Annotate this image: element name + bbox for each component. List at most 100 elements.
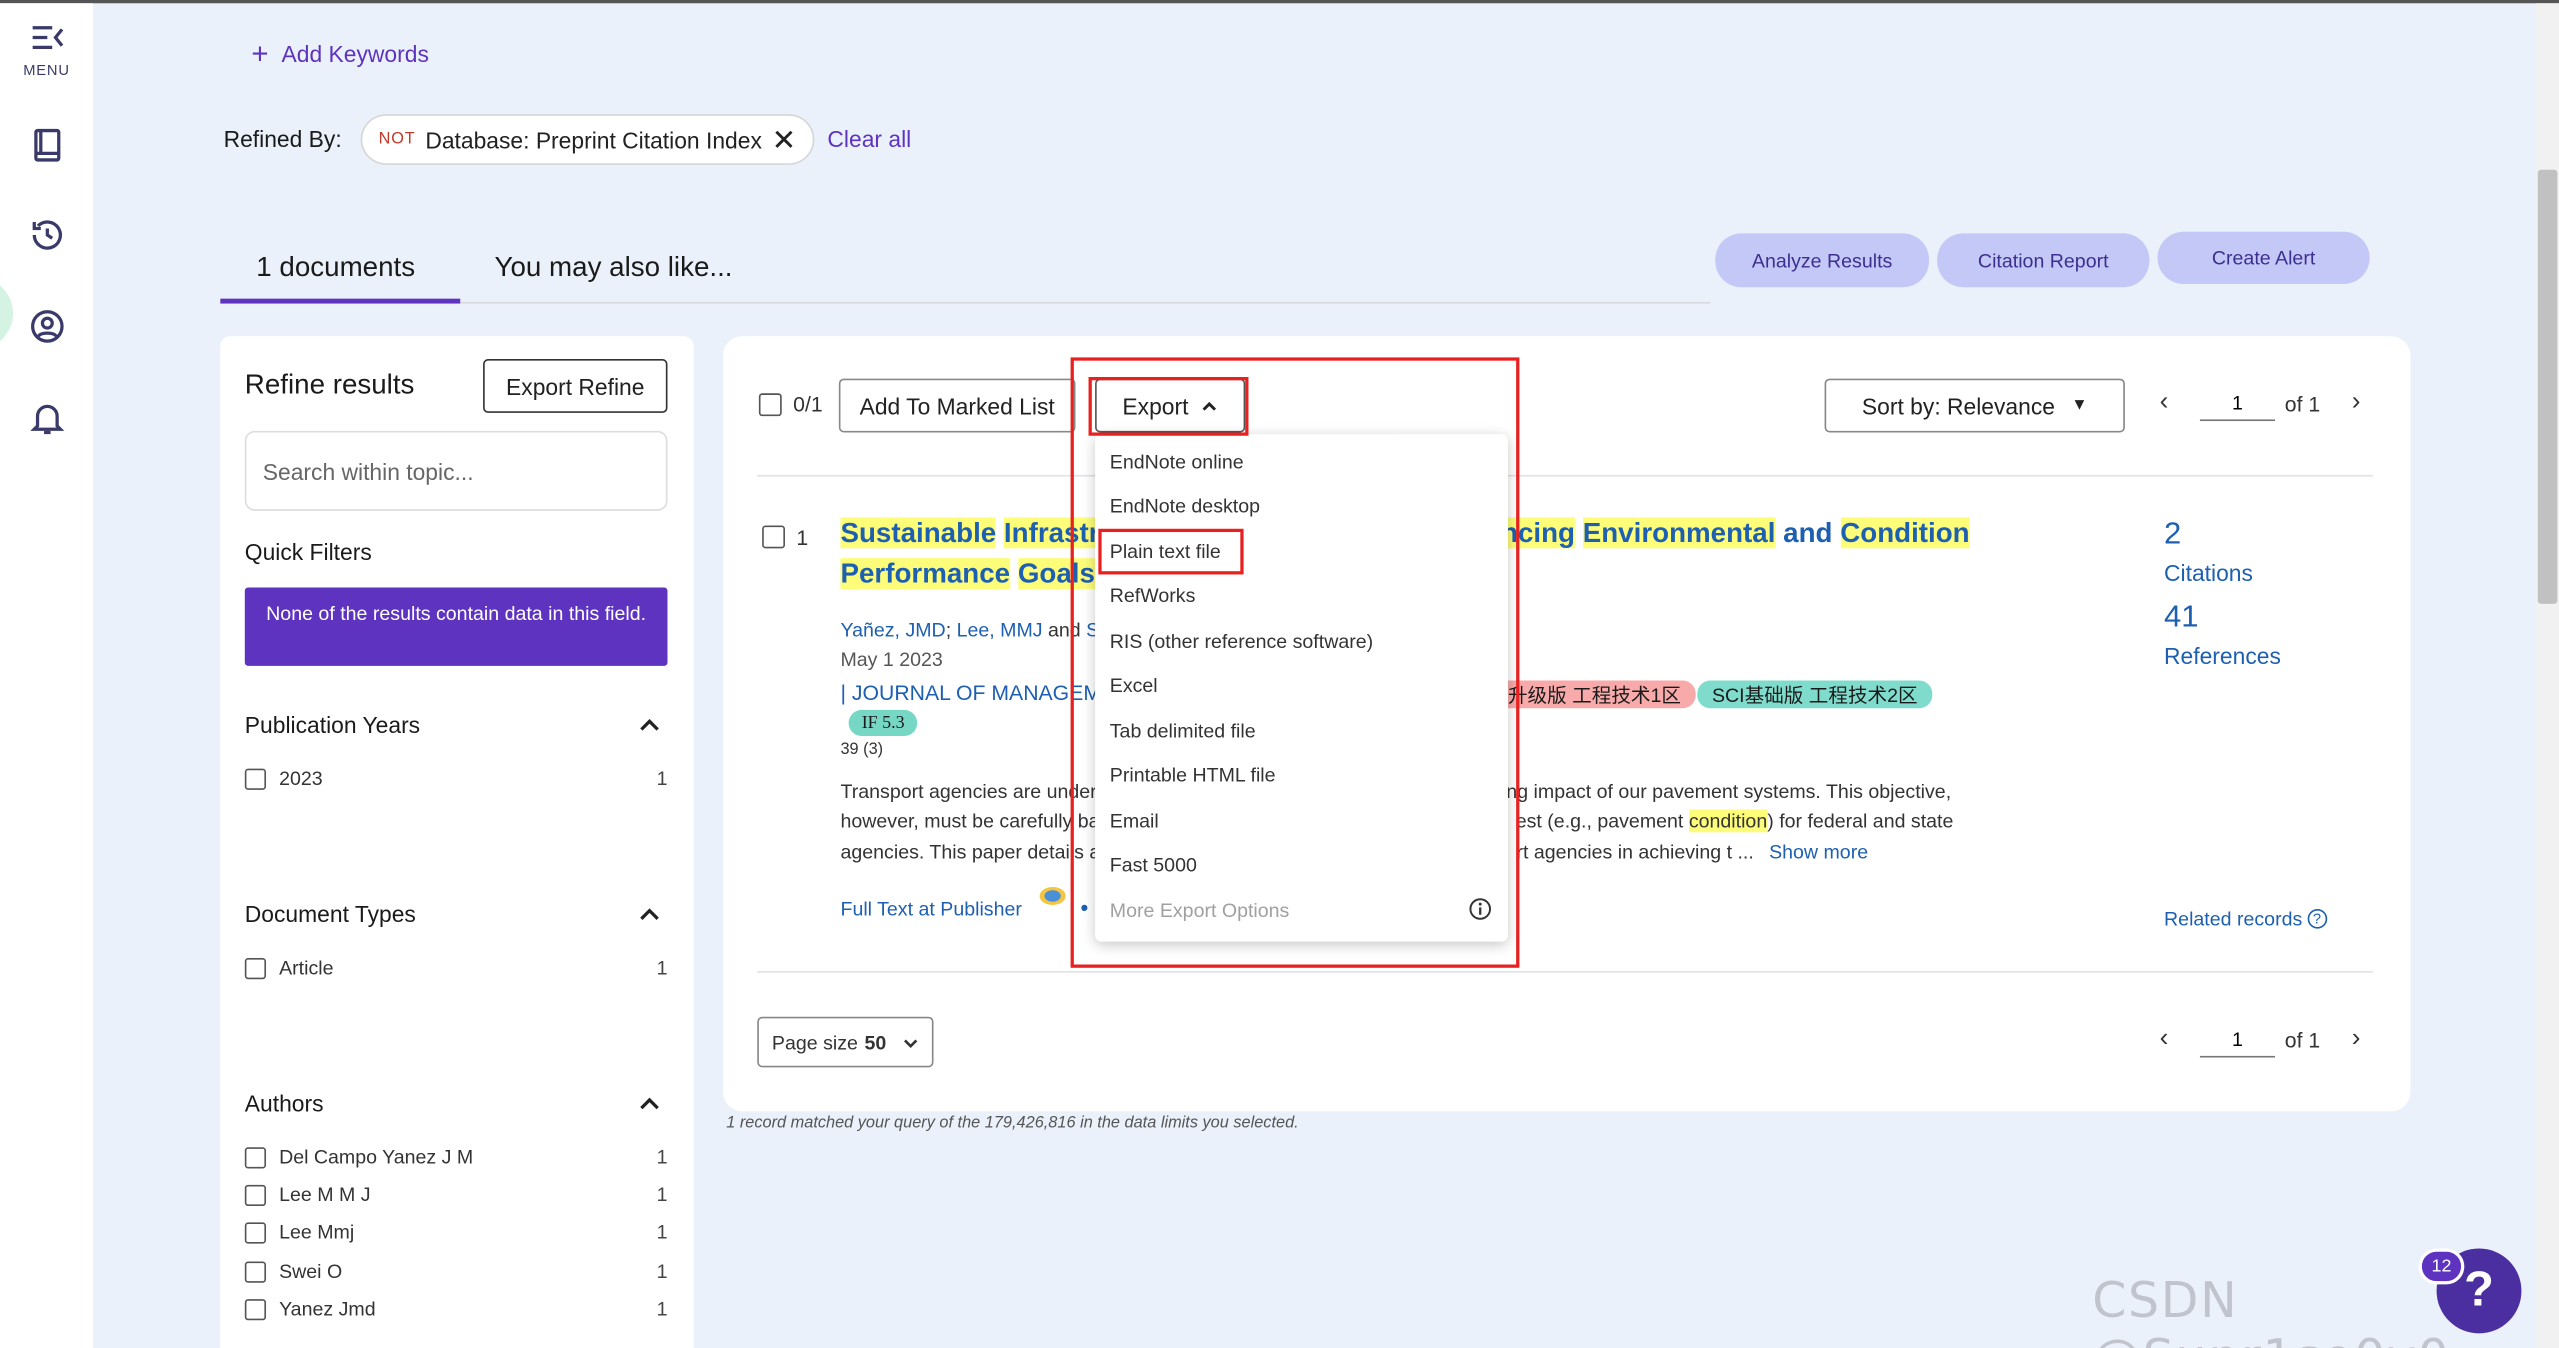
record-journal[interactable]: | JOURNAL OF MANAGEM [840, 680, 1102, 706]
publisher-icon[interactable] [1038, 885, 1067, 908]
facet-author[interactable]: Lee M M J 1 [244, 1180, 668, 1209]
documents-count: 1 [256, 251, 272, 283]
facet-count: 1 [656, 1183, 668, 1207]
select-all-checkbox[interactable] [758, 393, 782, 417]
watermark: CSDN @Sunr1se0v0 [2092, 1272, 2449, 1348]
export-option-endnote-online[interactable]: EndNote online [1109, 450, 1244, 474]
marked-list-nav[interactable] [0, 126, 93, 165]
tab-also-like[interactable]: You may also like... [494, 251, 733, 283]
facet-author[interactable]: Swei O 1 [244, 1257, 667, 1286]
sort-dropdown[interactable]: Sort by: Relevance ▼ [1824, 378, 2125, 433]
add-keywords-link[interactable]: + Add Keywords [251, 39, 429, 68]
profile-nav[interactable] [0, 307, 93, 346]
refined-by-label: Refined By: [223, 125, 342, 152]
export-option-ris[interactable]: RIS (other reference software) [1109, 629, 1374, 653]
title-segment: and [1775, 517, 1841, 549]
chevron-up-icon[interactable] [638, 902, 661, 925]
divider [757, 474, 2373, 477]
quick-filters-message: None of the results contain data in this… [244, 587, 668, 666]
publication-years-title: Publication Years [244, 711, 421, 738]
add-to-marked-list-button[interactable]: Add To Marked List [838, 378, 1076, 433]
checkbox[interactable] [244, 1221, 267, 1243]
export-option-plain-text[interactable]: Plain text file [1109, 540, 1221, 564]
author-link[interactable]: Yañez, JMD [840, 618, 946, 642]
checkbox[interactable] [244, 957, 267, 979]
facet-author[interactable]: Lee Mmj 1 [244, 1217, 667, 1246]
refine-panel: Refine results Export Refine Quick Filte… [220, 336, 694, 1348]
info-icon[interactable] [1469, 898, 1492, 921]
history-nav[interactable] [0, 215, 93, 254]
chevron-up-icon[interactable] [638, 713, 661, 736]
export-button[interactable]: Export [1095, 378, 1246, 433]
full-text-link[interactable]: Full Text at Publisher [840, 897, 1022, 921]
author-link[interactable]: Lee, MMJ [956, 618, 1043, 642]
export-option-excel[interactable]: Excel [1109, 674, 1158, 697]
checkbox[interactable] [244, 1146, 267, 1168]
more-options-icon[interactable]: • [1080, 894, 1089, 921]
page-scrollbar-thumb[interactable] [2537, 169, 2558, 604]
references-label[interactable]: References [2164, 643, 2281, 670]
ranking-tag: SCI基础版 工程技术2区 [1697, 680, 1933, 709]
export-option-endnote-desktop[interactable]: EndNote desktop [1109, 494, 1261, 518]
clear-all-link[interactable]: Clear all [827, 125, 912, 152]
export-label: Export [1122, 392, 1189, 419]
analyze-results-button[interactable]: Analyze Results [1715, 233, 1930, 288]
facet-author[interactable]: Yanez Jmd 1 [244, 1294, 667, 1323]
tab-documents[interactable]: 1 documents [256, 251, 415, 284]
record-title[interactable]: Sustainable Infrastr ncing Environmental … [840, 512, 1982, 594]
abstract-line: agencies. This paper details a rt agencie… [840, 837, 1868, 866]
divider [757, 971, 2373, 973]
checkbox[interactable] [244, 1260, 267, 1282]
facet-year-2023[interactable]: 2023 1 [244, 764, 667, 793]
export-option-fast-5000[interactable]: Fast 5000 [1109, 853, 1197, 877]
tabs-divider [220, 301, 1711, 304]
facet-article[interactable]: Article 1 [244, 953, 667, 982]
chevron-left-icon[interactable]: ‹ [2159, 388, 2169, 417]
facet-author[interactable]: Del Campo Yanez J M 1 [244, 1142, 668, 1171]
page-size-value: 50 [864, 1030, 887, 1054]
export-option-printable-html[interactable]: Printable HTML file [1109, 763, 1276, 787]
citations-label[interactable]: Citations [2164, 559, 2253, 586]
abstract-text: however, must be carefully ba [840, 809, 1100, 833]
export-option-email[interactable]: Email [1109, 809, 1159, 833]
page-input[interactable] [2199, 385, 2276, 422]
facet-label: Del Campo Yanez J M [279, 1145, 474, 1169]
export-refine-button[interactable]: Export Refine [483, 359, 668, 413]
related-records-link[interactable]: Related records ? [2164, 907, 2327, 930]
chevron-right-icon[interactable]: › [2351, 1024, 2361, 1053]
chevron-left-icon[interactable]: ‹ [2159, 1024, 2169, 1053]
page-input[interactable] [2199, 1021, 2276, 1058]
chevron-up-icon [1202, 401, 1217, 410]
page-of-label: of 1 [2284, 390, 2321, 416]
alerts-nav[interactable] [0, 398, 93, 437]
facet-label: Lee M M J [279, 1183, 371, 1207]
citations-count[interactable]: 2 [2164, 517, 2182, 552]
record-authors: Yañez, JMD; Lee, MMJ and Sw [840, 619, 1113, 642]
top-pager: ‹ of 1 › [2151, 385, 2369, 422]
title-segment: ncing [1501, 517, 1576, 549]
page-size-select[interactable]: Page size 50 [757, 1016, 934, 1068]
help-circle-icon[interactable]: ? [2307, 909, 2327, 929]
create-alert-button[interactable]: Create Alert [2157, 231, 2370, 284]
checkbox[interactable] [244, 1298, 267, 1320]
chevron-right-icon[interactable]: › [2351, 388, 2361, 417]
citation-report-button[interactable]: Citation Report [1937, 233, 2150, 288]
export-option-tab-delimited[interactable]: Tab delimited file [1109, 719, 1256, 743]
chevron-up-icon[interactable] [638, 1092, 661, 1115]
facet-count: 1 [656, 1145, 668, 1169]
title-segment: Environmental [1582, 517, 1776, 549]
checkbox[interactable] [244, 1184, 267, 1206]
search-within-input[interactable] [244, 430, 668, 511]
author-and: and [1042, 618, 1087, 642]
facet-label: Yanez Jmd [279, 1297, 376, 1321]
record-checkbox[interactable] [762, 525, 785, 549]
menu-button[interactable]: MENU [0, 20, 93, 78]
facet-label: Article [279, 956, 334, 980]
references-count[interactable]: 41 [2164, 600, 2199, 635]
show-more-link[interactable]: Show more [1769, 840, 1869, 864]
bookmark-list-icon [33, 128, 60, 162]
close-icon[interactable]: ✕ [771, 123, 797, 156]
abstract-text: est (e.g., pavement [1515, 809, 1689, 833]
checkbox[interactable] [244, 767, 267, 790]
export-option-refworks[interactable]: RefWorks [1109, 584, 1196, 608]
